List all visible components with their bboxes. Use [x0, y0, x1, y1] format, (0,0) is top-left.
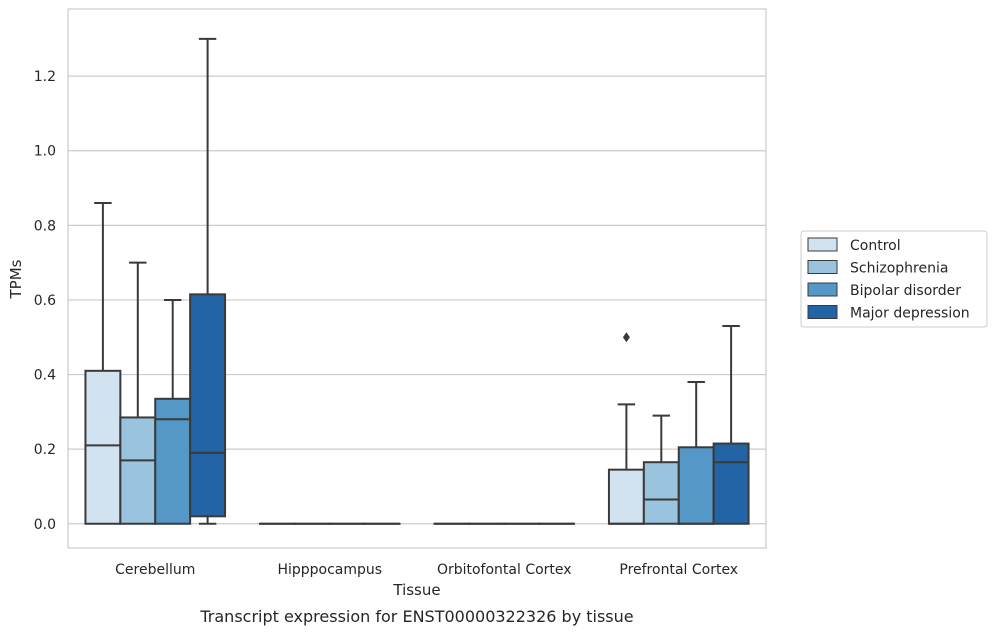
legend-label: Control — [850, 238, 901, 254]
iqr-box — [712, 442, 750, 525]
legend-label: Major depression — [850, 306, 970, 322]
x-axis-label: Tissue — [392, 581, 440, 599]
box-3-3 — [712, 325, 750, 525]
legend-swatch — [807, 237, 838, 252]
legend-label: Schizophrenia — [850, 261, 948, 277]
y-tick-labels: 0.0 0.2 0.4 0.6 0.8 1.0 1.2 — [34, 69, 56, 533]
iqr-box — [677, 446, 715, 525]
iqr-box — [642, 461, 680, 525]
x-tick-labels: Cerebellum Hipppocampus Orbitofontal Corte… — [115, 562, 738, 578]
iqr-box — [189, 293, 227, 518]
x-tick-label: Prefrontal Cortex — [619, 562, 738, 578]
box-groups — [84, 37, 750, 525]
y-tick-label: 0.6 — [34, 293, 56, 309]
x-tick-label: Cerebellum — [115, 562, 195, 578]
x-tick-label: Orbitofontal Cortex — [437, 562, 572, 578]
box-3-0 — [607, 332, 645, 525]
box-0-3 — [189, 37, 227, 525]
y-tick-label: 0.8 — [34, 218, 56, 234]
iqr-box — [84, 369, 122, 525]
y-axis-label: TPMs — [7, 259, 25, 299]
y-tick-label: 0.2 — [34, 442, 56, 458]
legend-swatch — [807, 260, 838, 274]
x-tick-label: Hipppocampus — [277, 562, 382, 578]
legend-label: Bipolar disorder — [850, 283, 961, 299]
legend-swatch — [807, 282, 838, 297]
y-tick-label: 0.0 — [34, 517, 56, 533]
outlier-point — [622, 332, 630, 343]
iqr-box — [154, 397, 192, 525]
legend: Control Schizophrenia Bipolar disorder Majo… — [800, 230, 988, 328]
box-0-1 — [119, 261, 157, 525]
iqr-box — [119, 416, 157, 525]
box-3-2 — [677, 381, 715, 525]
plot-frame — [67, 8, 767, 549]
y-tick-label: 1.0 — [34, 144, 56, 160]
legend-frame — [800, 230, 988, 328]
chart-caption: Transcript expression for ENST0000032232… — [199, 607, 633, 626]
legend-swatch — [807, 305, 838, 319]
box-3-1 — [642, 414, 680, 525]
box-0-0 — [84, 201, 122, 525]
y-tick-label: 0.4 — [34, 368, 56, 384]
y-tick-label: 1.2 — [34, 69, 56, 85]
iqr-box — [607, 468, 645, 525]
box-0-2 — [154, 298, 192, 525]
